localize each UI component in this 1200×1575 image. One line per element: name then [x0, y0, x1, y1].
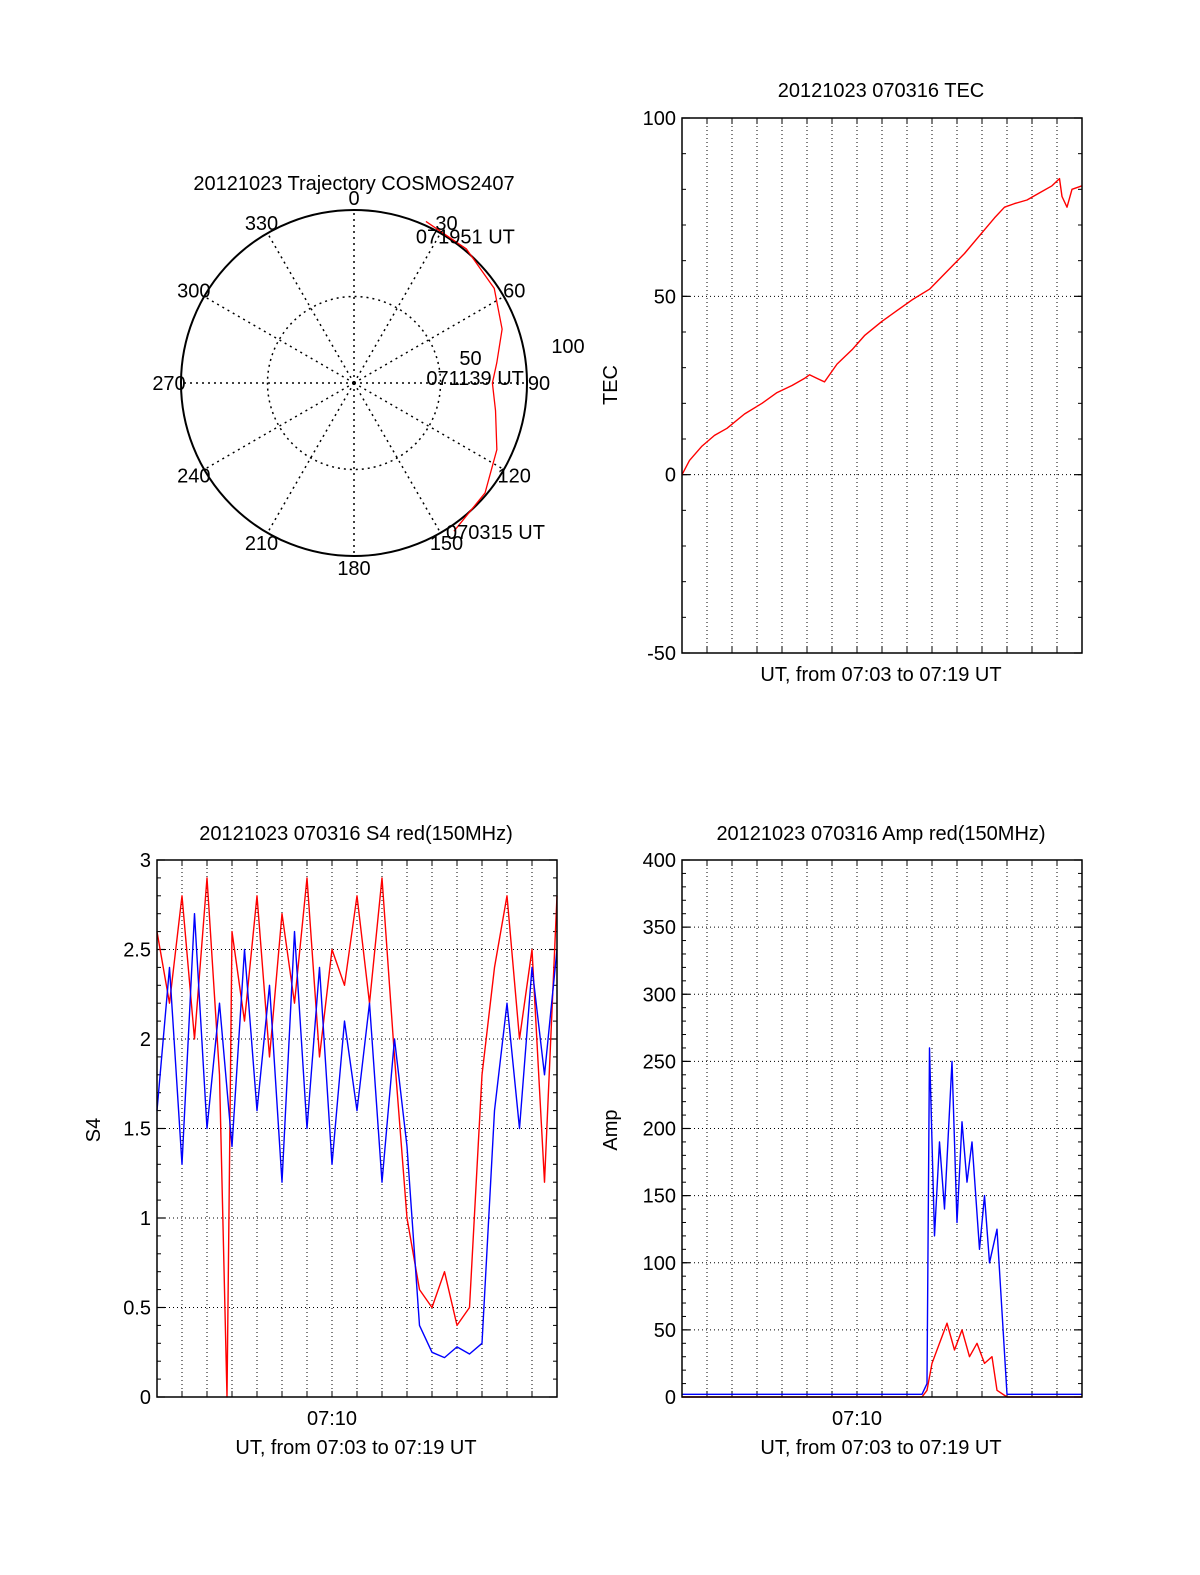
y-tick-label: 350 — [643, 917, 676, 939]
polar-angle-label: 0 — [348, 188, 359, 210]
polar-title: 20121023 Trajectory COSMOS2407 — [193, 173, 514, 195]
polar-angle-label: 240 — [177, 466, 210, 488]
y-tick-label: 50 — [654, 286, 676, 308]
y-tick-label: 100 — [643, 1253, 676, 1275]
polar-angle-label: 330 — [245, 213, 278, 235]
y-tick-label: 50 — [654, 1320, 676, 1342]
polar-radial-label: 100 — [551, 336, 584, 358]
y-tick-label: 100 — [643, 108, 676, 130]
polar-angle-label: 30 — [435, 213, 457, 235]
tec-ylabel: TEC — [600, 365, 622, 405]
trajectory-time-annotation: 070315 UT — [446, 522, 545, 544]
series-line — [681, 177, 1083, 476]
y-tick-label: 0 — [140, 1387, 151, 1409]
y-tick-label: 200 — [643, 1119, 676, 1141]
series-line — [156, 877, 558, 1398]
polar-spoke — [353, 382, 505, 471]
trajectory-time-annotation: 071951 UT — [416, 226, 515, 248]
x-tick-label: 07:10 — [307, 1408, 357, 1430]
series-line — [156, 913, 558, 1359]
polar-spoke — [353, 382, 442, 534]
amp-title: 20121023 070316 Amp red(150MHz) — [716, 823, 1045, 845]
tec-xlabel: UT, from 07:03 to 07:19 UT — [760, 664, 1001, 686]
polar-angle-label: 150 — [430, 533, 463, 555]
y-tick-label: 0.5 — [123, 1298, 151, 1320]
polar-spoke — [266, 382, 355, 534]
polar-inner-ring — [266, 295, 442, 471]
s4-ylabel: S4 — [83, 1118, 105, 1142]
tec-chart: 20121023 070316 TEC UT, from 07:03 to 07… — [600, 80, 1083, 686]
polar-angle-label: 180 — [337, 558, 370, 580]
y-tick-label: 0 — [665, 1387, 676, 1409]
polar-spoke — [203, 382, 355, 471]
plot-frame — [681, 117, 1083, 654]
y-tick-label: -50 — [647, 643, 676, 665]
y-tick-label: 300 — [643, 984, 676, 1006]
tec-title: 20121023 070316 TEC — [778, 80, 984, 102]
y-tick-label: 2.5 — [123, 940, 151, 962]
polar-angle-label: 300 — [177, 281, 210, 303]
trajectory-time-annotation: 071139 UT — [426, 368, 523, 390]
amp-chart: 20121023 070316 Amp red(150MHz) UT, from… — [600, 823, 1083, 1459]
polar-spoke — [203, 295, 355, 384]
trajectory-polar-plot: 20121023 Trajectory COSMOS2407 0 30 60 90 12… — [152, 173, 584, 580]
y-tick-label: 150 — [643, 1186, 676, 1208]
polar-radial-label: 50 — [459, 348, 481, 370]
plot-frame — [156, 859, 558, 1398]
polar-angle-label: 270 — [152, 373, 185, 395]
series-line — [682, 1047, 1082, 1396]
s4-xlabel: UT, from 07:03 to 07:19 UT — [235, 1437, 476, 1459]
polar-angle-label: 90 — [528, 373, 550, 395]
y-tick-label: 3 — [140, 850, 151, 872]
s4-chart: 20121023 070316 S4 red(150MHz) UT, from … — [83, 823, 558, 1459]
trajectory-line — [425, 220, 503, 532]
y-tick-label: 250 — [643, 1051, 676, 1073]
polar-outer-ring — [180, 209, 528, 557]
polar-spoke — [353, 295, 505, 384]
polar-spoke — [266, 232, 355, 384]
s4-title: 20121023 070316 S4 red(150MHz) — [199, 823, 513, 845]
y-tick-label: 1.5 — [123, 1119, 151, 1141]
plot-frame — [681, 859, 1083, 1398]
y-tick-label: 2 — [140, 1029, 151, 1051]
polar-angle-label: 120 — [498, 466, 531, 488]
amp-ylabel: Amp — [600, 1109, 622, 1150]
y-tick-label: 400 — [643, 850, 676, 872]
y-tick-label: 0 — [665, 465, 676, 487]
polar-angle-label: 60 — [503, 281, 525, 303]
amp-xlabel: UT, from 07:03 to 07:19 UT — [760, 1437, 1001, 1459]
series-line — [682, 1322, 1082, 1398]
polar-spoke — [353, 232, 442, 384]
y-tick-label: 1 — [140, 1208, 151, 1230]
x-tick-label: 07:10 — [832, 1408, 882, 1430]
polar-angle-label: 210 — [245, 533, 278, 555]
